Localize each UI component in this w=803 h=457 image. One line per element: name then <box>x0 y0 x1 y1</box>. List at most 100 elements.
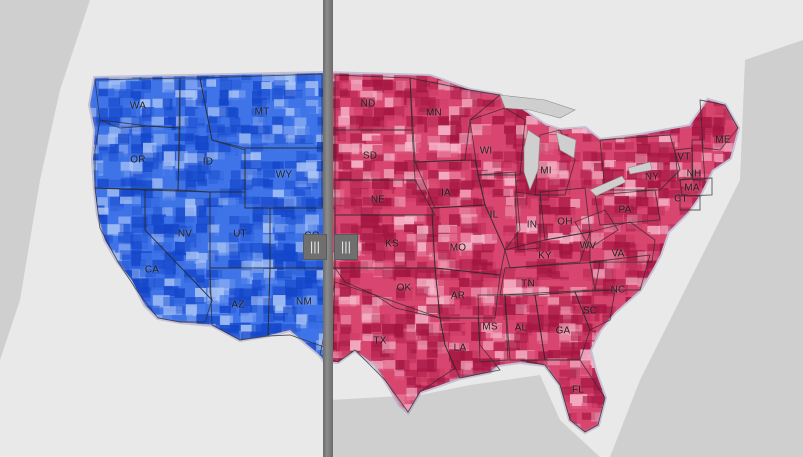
county-cell <box>229 216 250 225</box>
county-cell <box>384 287 405 298</box>
county-cell <box>195 287 207 302</box>
county-cell <box>230 170 249 179</box>
county-cell <box>713 117 726 132</box>
county-cell <box>262 187 275 199</box>
county-cell <box>395 277 414 286</box>
county-cell <box>317 179 328 194</box>
county-cell <box>571 259 582 270</box>
county-cell <box>393 225 411 233</box>
county-cell <box>471 332 486 341</box>
county-cell <box>626 250 645 262</box>
county-cell <box>251 296 271 306</box>
county-cell <box>481 106 502 116</box>
county-cell <box>250 188 269 198</box>
county-cell <box>483 315 495 326</box>
county-cell <box>560 351 573 360</box>
county-cell <box>360 97 376 109</box>
county-cell <box>536 160 557 170</box>
county-cell <box>393 97 404 113</box>
county-cell <box>240 106 258 116</box>
county-cell <box>603 288 618 298</box>
county-cell <box>602 241 620 250</box>
county-cell <box>406 342 417 354</box>
county-cell <box>439 360 458 372</box>
county-cell <box>140 180 155 192</box>
county-cell <box>362 296 377 308</box>
county-cell <box>120 107 136 118</box>
county-cell <box>294 107 309 120</box>
county-cell <box>118 216 131 224</box>
county-cell <box>250 73 263 87</box>
county-cell <box>130 259 146 269</box>
county-cell <box>470 115 482 131</box>
county-cell <box>547 297 560 307</box>
county-cell <box>164 268 176 279</box>
county-cell <box>481 323 502 339</box>
county-cell <box>162 189 177 201</box>
county-cell <box>272 116 292 127</box>
county-cell <box>108 151 124 162</box>
county-cell <box>604 152 625 164</box>
county-cell <box>241 270 254 285</box>
county-cell <box>350 169 363 183</box>
county-cell <box>174 297 196 310</box>
county-cell <box>614 205 634 214</box>
county-cell <box>514 134 525 147</box>
county-cell <box>537 151 549 167</box>
county-cell <box>415 142 427 152</box>
county-cell <box>373 79 393 93</box>
county-cell <box>580 423 596 432</box>
county-cell <box>426 260 441 270</box>
county-cell <box>405 369 419 380</box>
county-cell <box>426 234 442 242</box>
county-cell <box>130 81 146 90</box>
county-cell <box>107 89 119 101</box>
county-cell <box>195 297 216 309</box>
county-cell <box>196 215 215 225</box>
county-cell <box>151 107 167 118</box>
county-cell <box>119 250 141 260</box>
county-cell <box>305 88 315 104</box>
county-cell <box>504 125 522 134</box>
county-cell <box>372 197 392 210</box>
county-cell <box>493 142 504 154</box>
county-cell <box>428 99 449 109</box>
county-cell <box>107 224 124 236</box>
county-cell <box>415 376 431 385</box>
county-cell <box>350 313 363 327</box>
county-cell <box>151 124 171 136</box>
county-cell <box>615 142 634 150</box>
county-cell <box>131 241 142 254</box>
atlantic-ocean <box>610 40 803 457</box>
county-cell <box>175 314 193 326</box>
county-cell <box>383 369 394 383</box>
county-cell <box>405 73 425 79</box>
county-cell <box>426 349 438 358</box>
county-cell <box>229 117 241 127</box>
county-cell <box>383 73 394 80</box>
county-cell <box>516 277 532 288</box>
county-cell <box>712 106 726 114</box>
county-cell <box>316 260 326 271</box>
county-cell <box>108 215 124 226</box>
county-cell <box>263 252 284 265</box>
county-cell <box>384 97 402 108</box>
county-cell <box>241 125 259 135</box>
county-cell <box>393 376 413 388</box>
county-cell <box>613 223 624 234</box>
county-cell <box>274 106 294 115</box>
county-cell <box>142 171 156 184</box>
county-cell <box>371 314 391 325</box>
county-cell <box>494 268 504 279</box>
county-cell <box>251 178 269 187</box>
county-cell <box>569 324 585 336</box>
county-cell <box>504 178 517 186</box>
county-cell <box>251 225 267 241</box>
county-cell <box>129 161 143 175</box>
county-cell <box>339 134 355 146</box>
county-cell <box>130 90 145 102</box>
county-cell <box>604 268 616 282</box>
county-cell <box>130 99 148 108</box>
county-cell <box>581 179 597 189</box>
